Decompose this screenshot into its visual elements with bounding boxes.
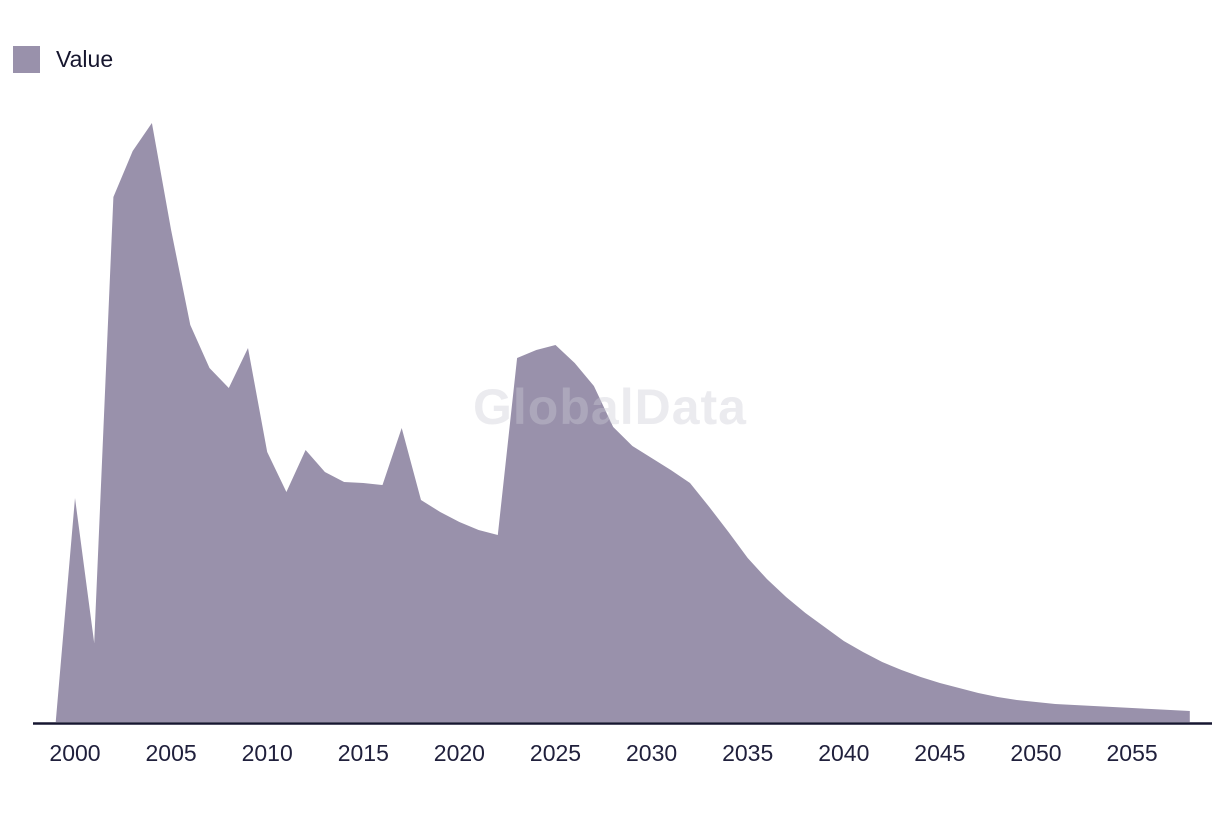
x-axis-tick-label: 2015 (337, 740, 389, 766)
x-axis-tick-label: 2025 (529, 740, 582, 766)
x-axis-tick-label: 2000 (49, 740, 101, 766)
x-axis-tick-label: 2010 (241, 740, 293, 766)
legend-item-value[interactable]: Value (13, 46, 113, 73)
x-axis-tick-label: 2045 (914, 740, 966, 766)
x-axis-tick-label: 2050 (1010, 740, 1062, 766)
x-axis-tick-label: 2040 (818, 740, 870, 766)
x-axis-tick-label: 2035 (722, 740, 774, 766)
x-axis-tick-label: 2055 (1106, 740, 1158, 766)
area-series (55, 123, 1190, 722)
x-axis-tick-label: 2020 (433, 740, 485, 766)
legend-swatch-icon (13, 46, 40, 73)
x-axis-tick-label: 2005 (145, 740, 197, 766)
legend-label: Value (56, 46, 114, 72)
x-axis-tick-label: 2030 (626, 740, 678, 766)
